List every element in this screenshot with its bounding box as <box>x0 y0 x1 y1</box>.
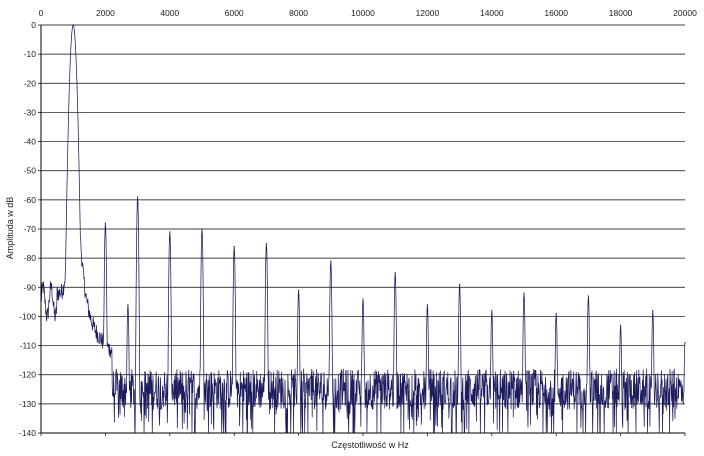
y-tick-label: -80 <box>24 253 37 263</box>
peak-point <box>201 228 203 230</box>
x-axis-label: Częstotliwość w Hz <box>331 440 409 450</box>
y-tick-label: -50 <box>24 166 37 176</box>
y-tick-label: -110 <box>20 341 37 351</box>
x-axis-ticks: 0 2000 4000 6000 8000 10000 12000 14000 16000 180… <box>39 8 697 436</box>
peak-point <box>652 310 654 312</box>
peak-point <box>137 196 139 198</box>
peak-point <box>127 304 129 306</box>
peak-point <box>426 304 428 306</box>
peak-marks <box>72 24 686 344</box>
peak-point <box>684 342 686 344</box>
peak-point <box>169 231 171 233</box>
y-tick-label: -140 <box>19 428 36 438</box>
y-tick-label: 0 <box>31 20 36 30</box>
y-tick-label: -130 <box>19 399 36 409</box>
x-tick-label: 0 <box>39 8 44 18</box>
y-tick-label: -30 <box>24 107 37 117</box>
peak-point <box>362 298 364 300</box>
peak-point <box>330 260 332 262</box>
y-tick-label: -70 <box>24 224 37 234</box>
x-tick-label: 4000 <box>160 8 179 18</box>
x-tick-label: 16000 <box>544 8 568 18</box>
peak-point <box>459 283 461 285</box>
peak-point <box>298 289 300 291</box>
x-tick-label: 20000 <box>673 8 697 18</box>
peak-point <box>394 272 396 274</box>
y-tick-label: -20 <box>24 78 37 88</box>
x-tick-label: 14000 <box>480 8 504 18</box>
x-tick-label: 10000 <box>351 8 375 18</box>
y-tick-label: -120 <box>19 370 36 380</box>
grid-lines <box>41 24 685 405</box>
peak-point <box>491 310 493 312</box>
y-tick-label: -40 <box>24 137 37 147</box>
peak-point <box>233 245 235 248</box>
peak-point <box>265 242 267 245</box>
x-tick-label: 18000 <box>609 8 633 18</box>
x-tick-label: 6000 <box>225 8 244 18</box>
peak-point <box>523 292 525 294</box>
y-tick-label: -90 <box>24 282 37 292</box>
x-tick-label: 2000 <box>96 8 115 18</box>
y-tick-label: -60 <box>24 195 37 205</box>
x-tick-label: 8000 <box>289 8 308 18</box>
y-tick-label: -10 <box>24 49 37 59</box>
peak-point <box>620 324 622 326</box>
y-tick-label: -100 <box>19 311 36 321</box>
peak-point <box>555 312 557 315</box>
peak-point <box>72 24 74 26</box>
peak-point <box>587 295 590 297</box>
y-axis-label: Amplituda w dB <box>5 197 15 260</box>
peak-point <box>104 222 106 224</box>
x-tick-label: 12000 <box>416 8 440 18</box>
y-axis-ticks: 0 -10 -20 -30 -40 -50 -60 -70 -80 -90 -100 -110 -120… <box>19 20 41 438</box>
